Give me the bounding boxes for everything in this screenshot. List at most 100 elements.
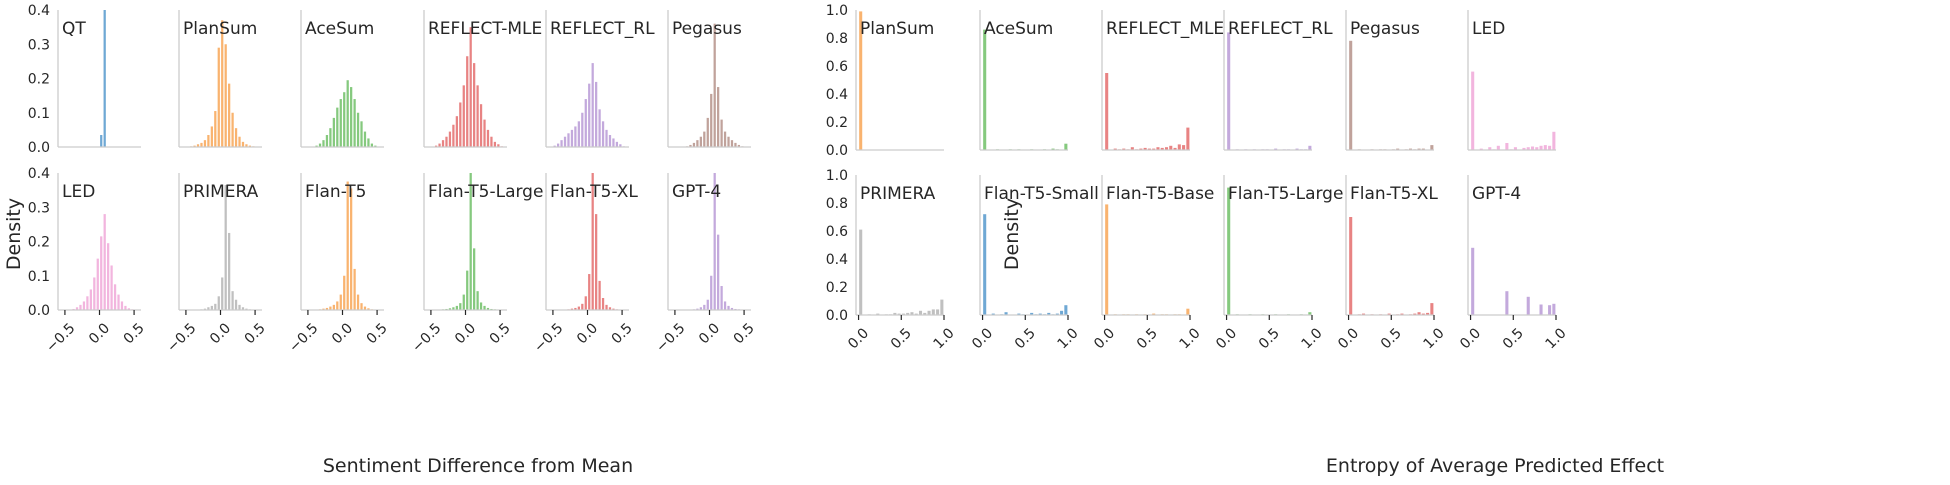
panel-flan-t5-small: Flan-T5-Small 0.0 0.5 1.0 (969, 175, 1099, 352)
hist-bar (1308, 312, 1312, 315)
hist-bar (1173, 147, 1177, 150)
hist-bar (727, 305, 730, 310)
panel-title: REFLECT_RL (550, 19, 655, 39)
hist-bar (730, 140, 734, 147)
hist-bar (1430, 303, 1434, 315)
hist-bar (1160, 147, 1164, 150)
hist-bar (210, 305, 213, 310)
hist-bar (360, 303, 363, 310)
hist-bar (713, 23, 716, 148)
x-tick-label: 0.0 (86, 320, 113, 347)
panel-plansum: PlanSum 0.0 0.2 0.4 0.6 0.8 1.0 (826, 3, 944, 159)
hist-bar (322, 140, 325, 147)
hist-bar (1535, 147, 1539, 150)
y-tick-label: 0.8 (826, 196, 848, 212)
y-tick-label: 0.0 (826, 143, 848, 159)
hist-bar (248, 145, 252, 147)
hist-bar (717, 87, 720, 147)
panel-title: AceSum (305, 19, 374, 39)
hist-bar (476, 291, 479, 310)
hist-bar (455, 116, 458, 147)
hist-bar (612, 308, 615, 310)
hist-bar (445, 136, 448, 147)
hist-bar (200, 142, 203, 147)
x-tick-label: 0.0 (1213, 325, 1240, 352)
panel-acesum: AceSum (979, 10, 1068, 151)
panel-title: Flan-T5-XL (1350, 184, 1438, 204)
x-tick-label: 0.5 (609, 320, 636, 347)
hist-bar (734, 142, 737, 147)
hist-bar (595, 214, 598, 310)
panel-flan-t5: Flan-T5 −0.5 0.0 0.5 (286, 173, 391, 356)
hist-bar (584, 296, 587, 310)
hist-bar (1055, 313, 1059, 315)
hist-bar (601, 121, 605, 147)
hist-bar (1361, 313, 1366, 315)
hist-bar (93, 277, 96, 310)
x-tick-label: 0.5 (1256, 325, 1283, 352)
y-tick-label: 0.4 (28, 3, 50, 19)
x-tick-label: 0.5 (242, 320, 269, 347)
hist-bar (1169, 145, 1173, 150)
hist-bar (221, 277, 224, 310)
hist-bar (224, 44, 227, 147)
y-tick-label: 0.2 (28, 235, 50, 251)
right-chart: PlanSum 0.0 0.2 0.4 0.6 0.8 1.0 AceSum REFLECT_M… (826, 3, 1570, 352)
hist-bar (336, 301, 339, 310)
panel-reflect-mle: REFLECT_MLE (1101, 10, 1224, 151)
hist-bar (601, 298, 605, 310)
hist-bar (86, 296, 89, 310)
x-tick-label: 0.5 (1134, 325, 1161, 352)
hist-bar (1471, 247, 1475, 315)
x-tick-label: 0.5 (1378, 325, 1405, 352)
hist-bar (452, 124, 455, 147)
hist-bar (720, 286, 723, 310)
hist-bar (238, 136, 241, 147)
x-tick-label: −0.5 (43, 320, 78, 355)
hist-bar (79, 304, 82, 310)
hist-bar (706, 117, 709, 147)
y-tick-label: 0.4 (826, 87, 848, 103)
hist-bar (493, 141, 497, 147)
y-tick-label: 0.3 (28, 37, 50, 53)
y-tick-label: 0.1 (28, 106, 50, 122)
hist-bar (221, 20, 224, 148)
hist-bar (1164, 147, 1169, 150)
panel-title: PRIMERA (183, 182, 259, 202)
y-tick-label: 0.2 (826, 280, 848, 296)
hist-bar (1113, 148, 1117, 150)
hist-bar (350, 188, 353, 310)
hist-bar (353, 268, 356, 310)
hist-bar (1064, 305, 1068, 315)
hist-bar (214, 303, 217, 310)
hist-bar (469, 173, 472, 310)
x-tick-label: 0.0 (207, 320, 234, 347)
x-tick-label: −0.5 (164, 320, 199, 355)
x-tick-label: 0.5 (888, 325, 915, 352)
hist-bar (1400, 313, 1404, 315)
hist-bar (1505, 291, 1509, 315)
hist-bar (110, 265, 113, 310)
hist-bar (1186, 127, 1190, 150)
hist-bar (859, 11, 863, 151)
hist-bar (367, 138, 370, 147)
hist-bar (479, 104, 483, 147)
hist-bar (1548, 145, 1552, 150)
hist-bar (339, 99, 342, 147)
hist-bar (374, 145, 377, 147)
hist-bar (241, 307, 245, 310)
hist-bar (96, 258, 99, 311)
hist-bar (234, 299, 238, 310)
hist-bar (914, 313, 918, 315)
panel-reflect-mle: REFLECT-MLE (423, 10, 542, 148)
hist-bar (1182, 145, 1186, 150)
hist-bar (1426, 312, 1430, 315)
y-tick-label: 0.6 (826, 224, 848, 240)
y-tick-label: 0.0 (826, 308, 848, 324)
y-tick-label: 0.4 (28, 166, 50, 182)
panel-plansum: PlanSum (178, 10, 262, 148)
x-tick-label: 0.5 (731, 320, 758, 347)
y-tick-label: 0.0 (28, 140, 50, 156)
hist-bar (574, 307, 577, 310)
